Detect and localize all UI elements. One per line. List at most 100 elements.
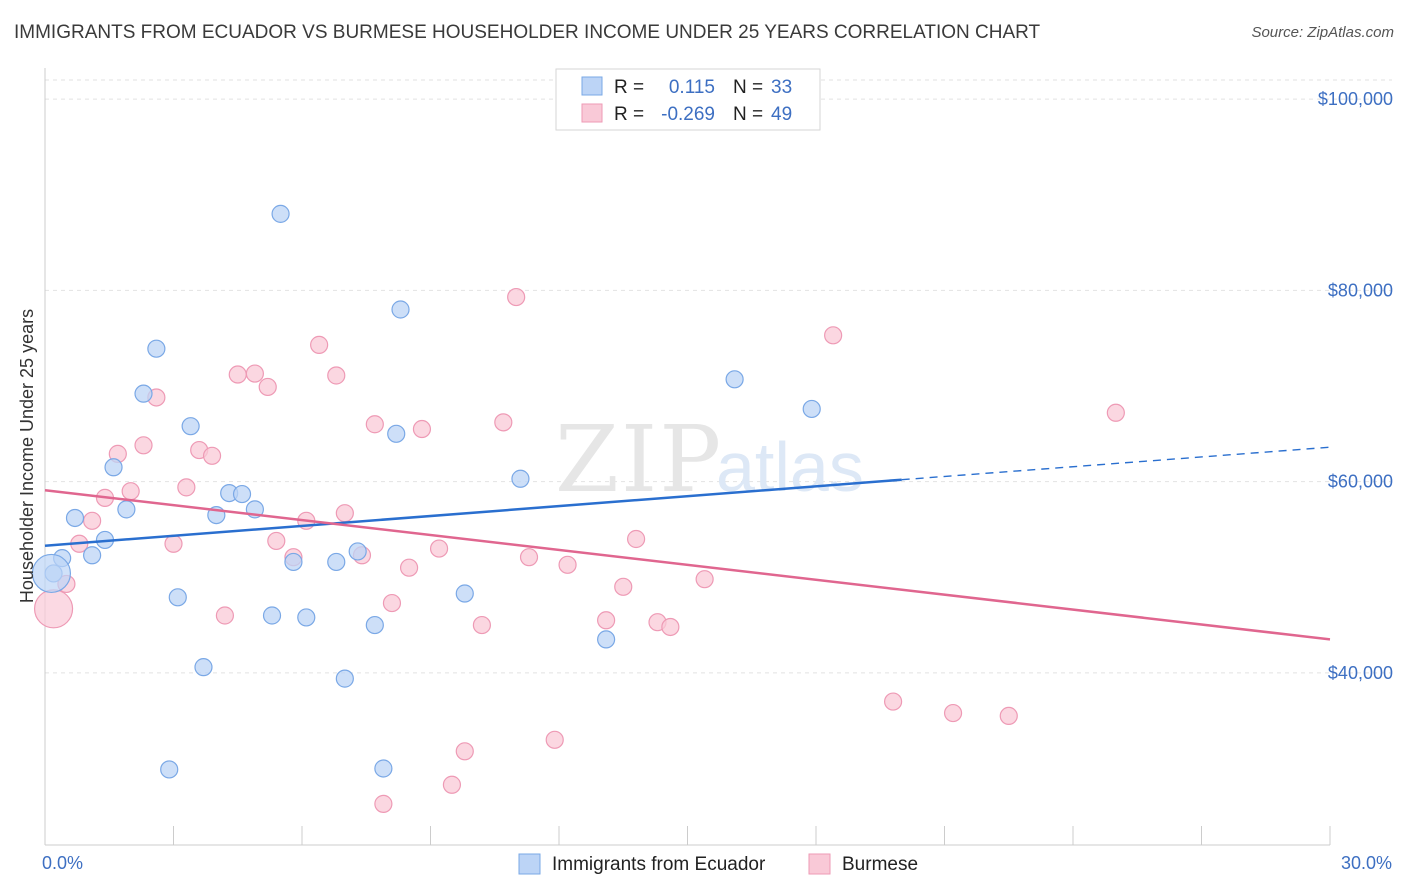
burmese-point-43 xyxy=(824,326,843,345)
r-value-ecuador: 0.115 xyxy=(669,77,715,98)
ecuador-trend-line xyxy=(44,478,902,547)
ecuador-point-22 xyxy=(335,669,354,688)
burmese-point-24 xyxy=(374,794,393,813)
burmese-points xyxy=(33,287,1125,813)
ecuador-points xyxy=(31,204,821,779)
burmese-point-25 xyxy=(382,593,402,613)
ecuador-point-8 xyxy=(147,339,166,358)
burmese-point-19 xyxy=(310,335,329,354)
burmese-point-33 xyxy=(507,287,526,307)
watermark-atlas: atlas xyxy=(716,428,864,506)
legend-label-ecuador: Immigrants from Ecuador xyxy=(552,854,766,875)
burmese-point-14 xyxy=(245,364,264,383)
stats-legend-swatch-ecuador xyxy=(581,76,603,96)
legend-swatch-burmese xyxy=(808,853,831,875)
burmese-point-15 xyxy=(258,377,277,397)
burmese-point-29 xyxy=(442,775,462,794)
burmese-point-16 xyxy=(267,531,286,551)
burmese-point-34 xyxy=(519,548,539,567)
burmese-point-5 xyxy=(121,482,140,501)
axes xyxy=(44,68,1331,846)
ecuador-point-15 xyxy=(232,484,252,504)
ecuador-point-28 xyxy=(455,584,474,603)
burmese-point-32 xyxy=(494,413,513,432)
burmese-point-37 xyxy=(597,611,616,630)
burmese-point-21 xyxy=(335,504,354,523)
n-value-burmese: 49 xyxy=(771,104,792,125)
burmese-point-11 xyxy=(202,446,222,465)
ecuador-point-23 xyxy=(348,542,367,561)
ecuador-large-point-0 xyxy=(31,553,72,594)
ecuador-point-26 xyxy=(387,424,406,443)
burmese-point-8 xyxy=(164,534,183,553)
burmese-point-45 xyxy=(943,703,963,723)
burmese-point-39 xyxy=(626,529,646,549)
watermark: ZIP atlas xyxy=(555,406,864,513)
burmese-large-point-0 xyxy=(33,589,74,629)
burmese-point-26 xyxy=(399,558,419,577)
burmese-point-38 xyxy=(614,577,633,596)
n-value-ecuador: 33 xyxy=(771,77,792,98)
ecuador-point-10 xyxy=(168,588,187,607)
ecuador-point-20 xyxy=(297,608,316,627)
source-label: Source: ZipAtlas.com xyxy=(1251,24,1394,41)
ecuador-point-6 xyxy=(117,500,136,519)
y-tick-label-3: $100,000 xyxy=(1318,89,1393,109)
burmese-trend-line xyxy=(44,488,1331,641)
burmese-point-13 xyxy=(228,365,247,384)
stats-legend-swatch-burmese xyxy=(581,103,603,123)
burmese-point-31 xyxy=(472,615,491,635)
burmese-point-30 xyxy=(455,742,474,761)
ecuador-point-30 xyxy=(597,630,616,649)
burmese-point-46 xyxy=(999,706,1018,726)
ecuador-point-7 xyxy=(134,384,153,403)
x-tick-max: 30.0% xyxy=(1341,853,1392,873)
burmese-point-2 xyxy=(83,511,102,530)
ecuador-point-9 xyxy=(160,760,179,779)
burmese-point-6 xyxy=(134,436,153,455)
ecuador-point-24 xyxy=(365,615,384,635)
ecuador-point-11 xyxy=(181,417,200,436)
ecuador-point-3 xyxy=(83,546,102,565)
ecuador-point-27 xyxy=(391,300,410,319)
legend-label-burmese: Burmese xyxy=(842,854,918,875)
y-tick-label-2: $80,000 xyxy=(1328,280,1393,300)
ecuador-point-17 xyxy=(262,606,282,625)
legend-swatch-ecuador xyxy=(518,853,541,875)
watermark-zip: ZIP xyxy=(555,406,723,513)
burmese-point-41 xyxy=(661,617,680,637)
trend-lines xyxy=(44,446,1331,641)
ecuador-trend-extension xyxy=(901,446,1331,481)
ecuador-point-25 xyxy=(374,759,393,778)
burmese-point-27 xyxy=(412,419,432,439)
r-label-burmese: R = xyxy=(614,104,644,125)
ecuador-point-2 xyxy=(65,508,85,528)
burmese-point-42 xyxy=(695,570,714,589)
burmese-point-28 xyxy=(429,539,449,558)
ecuador-point-32 xyxy=(802,399,821,419)
burmese-point-12 xyxy=(215,606,234,625)
x-tick-min: 0.0% xyxy=(42,853,83,873)
burmese-point-23 xyxy=(365,415,384,434)
y-tick-labels: $40,000 $60,000 $80,000 $100,000 xyxy=(1318,89,1393,683)
burmese-point-44 xyxy=(883,692,903,711)
burmese-point-47 xyxy=(1106,403,1125,422)
ecuador-point-29 xyxy=(511,469,530,488)
ecuador-point-18 xyxy=(271,204,290,223)
ecuador-point-19 xyxy=(284,552,303,572)
y-axis-label: Householder Income Under 25 years xyxy=(17,309,37,603)
r-label-ecuador: R = xyxy=(614,77,644,98)
stats-legend: R = 0.115 N = 33 R = -0.269 N = 49 xyxy=(555,68,821,131)
y-tick-label-0: $40,000 xyxy=(1328,663,1393,683)
ecuador-point-12 xyxy=(194,658,213,677)
r-value-burmese: -0.269 xyxy=(661,104,715,125)
n-label-burmese: N = xyxy=(733,104,763,125)
ecuador-point-5 xyxy=(104,458,123,477)
y-tick-label-1: $60,000 xyxy=(1328,472,1393,492)
burmese-point-35 xyxy=(545,730,564,749)
ecuador-point-31 xyxy=(725,370,744,389)
n-label-ecuador: N = xyxy=(733,77,763,98)
burmese-point-9 xyxy=(177,478,196,497)
burmese-point-36 xyxy=(558,555,577,574)
